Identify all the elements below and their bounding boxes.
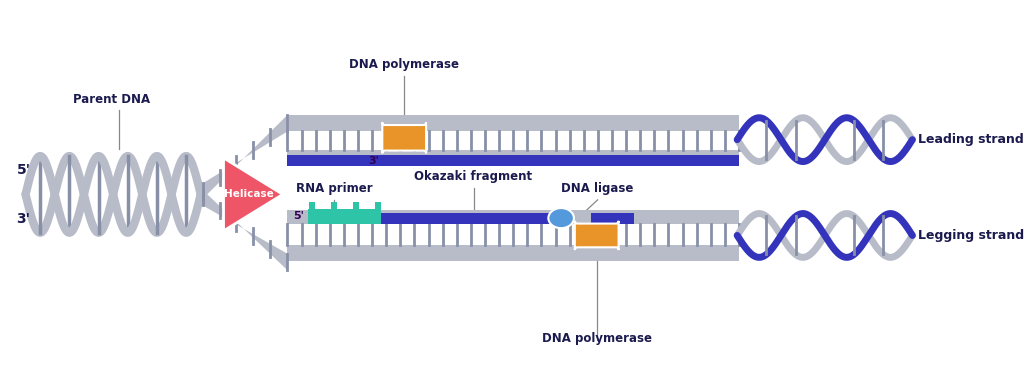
- Bar: [288, 244, 739, 261]
- Bar: [309, 202, 315, 209]
- Bar: [381, 213, 565, 224]
- Text: 5': 5': [293, 211, 304, 221]
- Text: 3': 3': [369, 156, 380, 166]
- Bar: [331, 202, 337, 209]
- FancyBboxPatch shape: [382, 122, 426, 153]
- Bar: [288, 150, 739, 164]
- Bar: [352, 202, 359, 209]
- Text: Parent DNA: Parent DNA: [73, 93, 150, 106]
- Bar: [308, 209, 381, 224]
- Text: DNA polymerase: DNA polymerase: [542, 332, 651, 345]
- Bar: [288, 115, 739, 132]
- Text: 5': 5': [16, 163, 31, 177]
- FancyBboxPatch shape: [574, 221, 618, 250]
- Text: Okazaki fragment: Okazaki fragment: [415, 170, 532, 183]
- Bar: [375, 202, 381, 209]
- Text: Helicase: Helicase: [224, 190, 274, 199]
- Bar: [288, 210, 739, 224]
- Polygon shape: [203, 115, 288, 199]
- Bar: [288, 155, 739, 166]
- Text: DNA polymerase: DNA polymerase: [349, 58, 459, 71]
- Text: DNA ligase: DNA ligase: [561, 182, 634, 195]
- Polygon shape: [203, 190, 288, 270]
- Polygon shape: [223, 158, 283, 231]
- Text: Legging strand: Legging strand: [918, 229, 1024, 242]
- Text: Leading strand: Leading strand: [918, 133, 1024, 146]
- Text: RNA primer: RNA primer: [296, 182, 373, 195]
- Bar: [591, 213, 634, 224]
- Text: 3': 3': [16, 212, 31, 226]
- Ellipse shape: [548, 208, 573, 228]
